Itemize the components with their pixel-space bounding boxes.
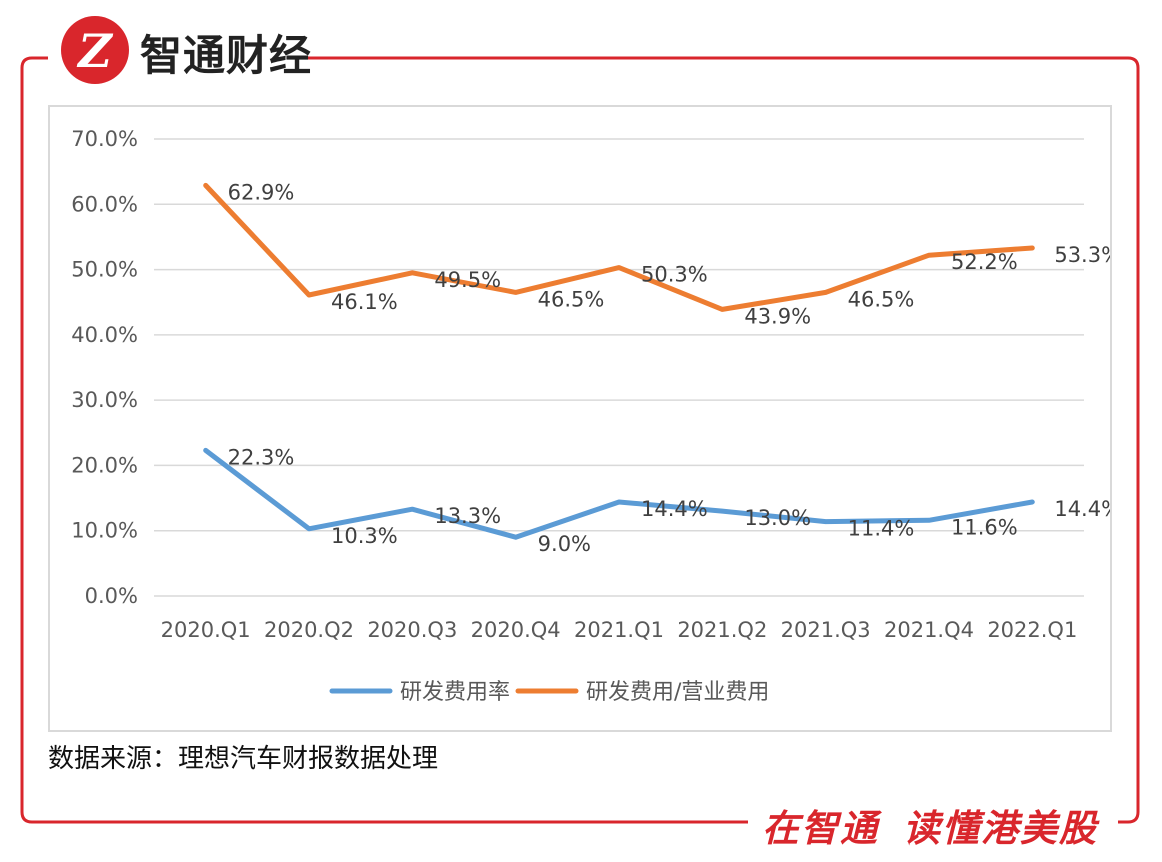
data-label: 13.3% (434, 504, 501, 528)
slogan: 在智通 读懂港美股 (762, 798, 1122, 852)
y-tick-label: 40.0% (71, 323, 138, 347)
data-point (1031, 247, 1033, 249)
y-tick-label: 20.0% (71, 453, 138, 477)
slogan-part1: 在智通 (762, 807, 879, 850)
legend-label: 研发费用/营业费用 (586, 680, 769, 705)
data-point (515, 536, 517, 538)
data-label: 43.9% (744, 304, 811, 328)
y-tick-label: 60.0% (71, 192, 138, 216)
x-tick-label: 2021.Q3 (781, 618, 871, 642)
data-label: 14.4% (641, 497, 708, 521)
data-label: 49.5% (434, 268, 501, 292)
data-label: 50.3% (641, 263, 708, 287)
series-lines (203, 182, 1035, 540)
x-tick-label: 2020.Q4 (471, 618, 561, 642)
line-chart: 0.0%10.0%20.0%30.0%40.0%50.0%60.0%70.0% … (71, 127, 1110, 705)
x-tick-label: 2021.Q2 (677, 618, 767, 642)
legend: 研发费用率 研发费用/营业费用 (329, 680, 769, 705)
data-point (825, 291, 827, 293)
data-point (721, 510, 723, 512)
data-label: 22.3% (228, 445, 295, 469)
data-point (928, 254, 930, 256)
data-label: 14.4% (1054, 497, 1110, 521)
data-point (411, 272, 413, 274)
data-label: 11.6% (951, 515, 1018, 539)
gridlines (154, 138, 1084, 597)
data-point (618, 501, 620, 503)
x-axis-ticks: 2020.Q1 2020.Q2 2020.Q3 2020.Q4 2021.Q1 2021.… (161, 618, 1078, 642)
y-tick-label: 30.0% (71, 388, 138, 412)
data-point (308, 528, 310, 530)
x-tick-label: 2020.Q3 (367, 618, 457, 642)
slogan-part2: 读懂港美股 (903, 807, 1098, 850)
brand-logo-icon: Z (61, 16, 129, 84)
x-tick-label: 2020.Q1 (161, 618, 251, 642)
data-point (928, 519, 930, 521)
frame-top-right-line (298, 56, 1140, 824)
data-point (618, 267, 620, 269)
brand-name: 智通财经 (140, 31, 313, 80)
data-point (205, 184, 207, 186)
y-axis-ticks: 0.0% 10.0% 20.0% 30.0% 40.0% 50.0% 60.0% 70.0% (71, 127, 138, 608)
chart-container: 0.0% 10.0% 20.0% 30.0% 40.0% 50.0% 60.0% 70.0% … (48, 105, 1112, 732)
data-point (308, 294, 310, 296)
y-tick-label: 0.0% (85, 584, 138, 608)
data-point (205, 449, 207, 451)
x-tick-label: 2022.Q1 (987, 618, 1077, 642)
data-label: 13.0% (744, 506, 811, 530)
data-point (515, 291, 517, 293)
x-tick-label: 2021.Q4 (884, 618, 974, 642)
data-point (1031, 501, 1033, 503)
data-label: 11.4% (848, 517, 915, 541)
data-label: 52.2% (951, 250, 1018, 274)
data-label: 46.5% (538, 287, 605, 311)
data-label: 46.1% (331, 290, 398, 314)
legend-label: 研发费用率 (400, 680, 510, 705)
data-point (825, 521, 827, 523)
data-label: 46.5% (848, 287, 915, 311)
y-tick-label: 10.0% (71, 519, 138, 543)
data-labels: 22.3% 10.3% 13.3% 9.0% 14.4% 13.0% 11.4% 11.6% 1… (228, 180, 1110, 556)
data-source-note: 数据来源：理想汽车财报数据处理 (48, 744, 439, 774)
data-label: 9.0% (538, 532, 591, 556)
y-tick-label: 70.0% (71, 127, 138, 151)
x-tick-label: 2021.Q1 (574, 618, 664, 642)
data-label: 10.3% (331, 524, 398, 548)
y-tick-label: 50.0% (71, 258, 138, 282)
frame-left-bottom-line (20, 56, 748, 824)
x-tick-label: 2020.Q2 (264, 618, 354, 642)
data-label: 53.3% (1054, 243, 1110, 267)
data-label: 62.9% (228, 180, 295, 204)
svg-text:Z: Z (76, 24, 113, 78)
data-point (411, 508, 413, 510)
data-point (721, 308, 723, 310)
